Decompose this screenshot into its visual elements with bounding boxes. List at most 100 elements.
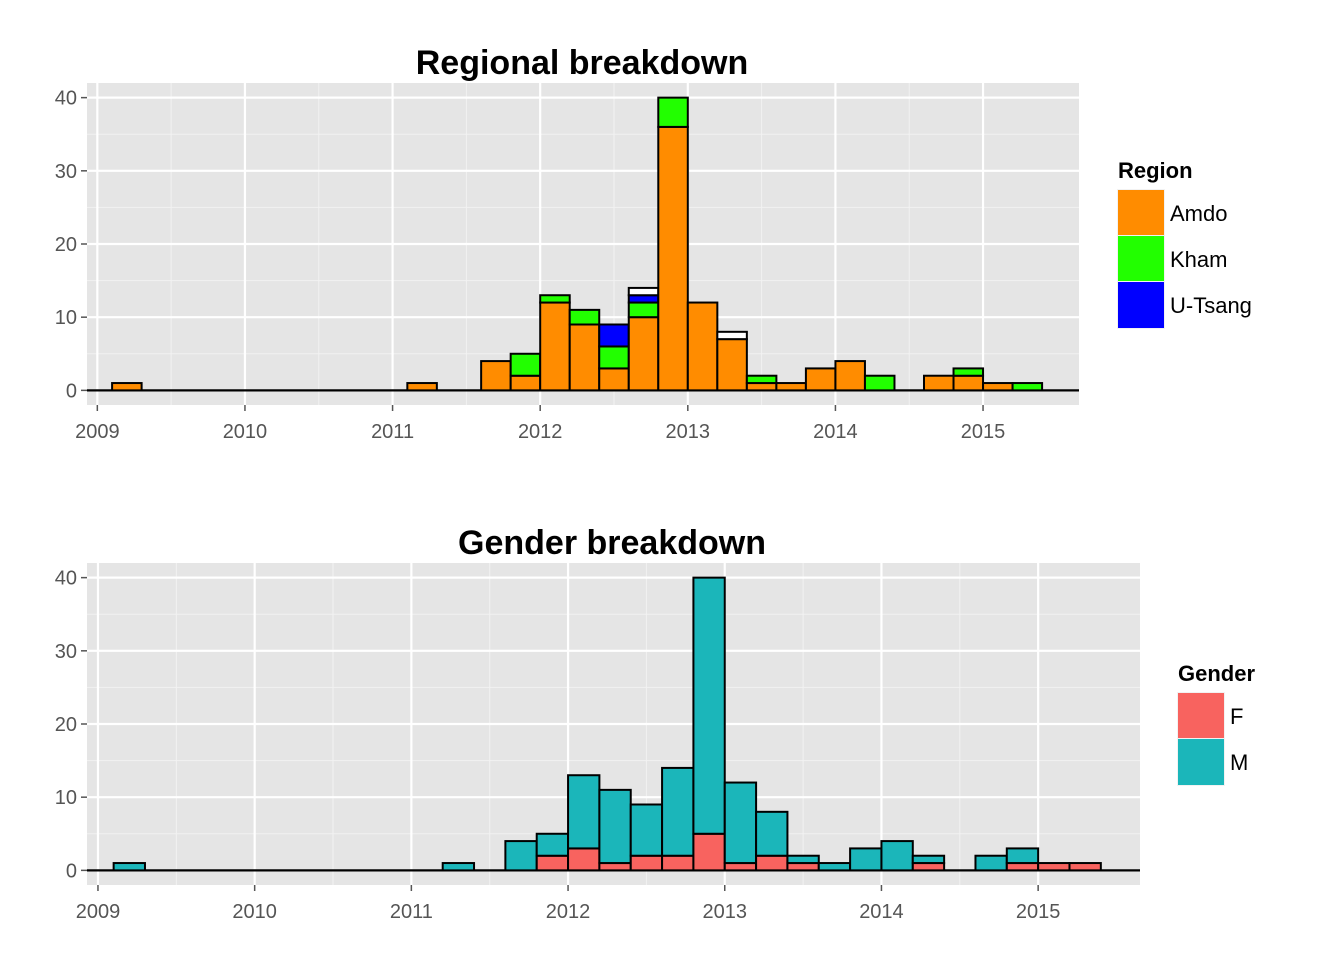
- gender-bar-f: [692, 832, 726, 872]
- gender-legend-title: Gender: [1178, 661, 1255, 686]
- regional-legend-label: U-Tsang: [1170, 293, 1252, 318]
- gender-xtick-label: 2010: [232, 901, 277, 923]
- regional-legend-swatch: [1118, 236, 1164, 282]
- gender-bar-m: [786, 854, 820, 865]
- gender-legend: Gender FM: [1177, 661, 1255, 786]
- regional-bar-amdo: [952, 374, 985, 392]
- regional-bar-amdo: [804, 367, 837, 392]
- gender-bar-f: [1068, 862, 1102, 872]
- gender-panel: Gender breakdown 0 10 20 30 40 2009 2010 2011 20…: [55, 524, 1256, 923]
- gender-title: Gender breakdown: [458, 524, 766, 562]
- regional-bar-amdo: [982, 382, 1014, 392]
- gender-bar-m: [441, 862, 476, 872]
- gender-bar-m: [755, 810, 789, 857]
- gender-legend-label: M: [1230, 750, 1248, 775]
- regional-bar-kham: [568, 308, 601, 326]
- gender-legend-label: F: [1230, 704, 1243, 729]
- gender-xtick-label: 2011: [390, 901, 433, 923]
- regional-bar-amdo: [111, 382, 143, 392]
- regional-legend: Region Amdo Kham U-Tsang: [1117, 158, 1252, 329]
- regional-bar-amdo: [775, 382, 807, 392]
- gender-bar-m: [535, 832, 570, 857]
- regional-legend-title: Region: [1118, 158, 1193, 183]
- gender-bar-m: [504, 840, 538, 872]
- regional-bar-amdo: [834, 360, 866, 392]
- gender-ytick-label: 30: [55, 641, 77, 663]
- regional-legend-swatch: [1118, 190, 1164, 236]
- regional-bar-amdo: [406, 382, 438, 392]
- regional-bar-amdo: [598, 367, 630, 392]
- regional-bar-na: [716, 330, 748, 341]
- regional-ytick-label: 30: [55, 161, 77, 183]
- gender-bar-f: [629, 854, 664, 872]
- gender-xtick-label: 2012: [546, 901, 591, 923]
- regional-bar-kham: [539, 294, 571, 304]
- regional-bar-u-tsang: [627, 294, 660, 304]
- regional-bar-kham: [863, 374, 896, 392]
- gender-bar-m: [567, 774, 601, 850]
- regional-bar-kham: [657, 96, 689, 128]
- gender-legend-swatch: [1178, 693, 1224, 739]
- regional-bar-amdo: [686, 301, 719, 392]
- gender-bar-m: [112, 862, 146, 872]
- regional-bar-kham: [598, 345, 630, 370]
- regional-bar-na: [627, 286, 660, 297]
- gender-bar-m: [974, 854, 1008, 872]
- regional-bar-kham: [627, 301, 660, 319]
- regional-ytick-label: 10: [55, 307, 77, 329]
- regional-legend-label: Amdo: [1170, 201, 1227, 226]
- regional-xtick-label: 2009: [75, 421, 120, 443]
- regional-bar-u-tsang: [598, 323, 630, 348]
- regional-xtick-label: 2010: [223, 421, 268, 443]
- regional-xtick-label: 2015: [961, 421, 1006, 443]
- regional-bar-kham: [952, 367, 985, 377]
- regional-legend-swatch: [1118, 282, 1164, 328]
- gender-bar-f: [567, 847, 601, 872]
- gender-xtick-label: 2013: [703, 901, 748, 923]
- regional-legend-label: Kham: [1170, 247, 1227, 272]
- regional-ytick-label: 0: [66, 380, 77, 402]
- regional-bar-amdo: [480, 360, 512, 392]
- gender-bar-f: [535, 854, 570, 872]
- gender-bar-f: [661, 854, 695, 872]
- gender-bar-m: [629, 803, 664, 857]
- gender-bar-m: [692, 576, 726, 835]
- gender-bar-m: [911, 854, 946, 865]
- gender-ytick-label: 0: [66, 860, 77, 882]
- regional-bar-amdo: [539, 301, 571, 392]
- regional-bar-amdo: [745, 382, 778, 392]
- regional-bar-amdo: [627, 316, 660, 392]
- regional-xtick-label: 2013: [666, 421, 711, 443]
- gender-bar-f: [598, 862, 632, 872]
- regional-bar-amdo: [509, 374, 542, 392]
- gender-bar-f: [1037, 862, 1071, 872]
- gender-legend-swatch: [1178, 739, 1224, 785]
- gender-bar-m: [661, 766, 695, 857]
- gender-bar-m: [880, 840, 914, 872]
- regional-xtick-label: 2011: [371, 421, 414, 443]
- regional-ytick-label: 20: [55, 234, 77, 256]
- gender-xtick-label: 2015: [1016, 901, 1061, 923]
- gender-bar-f: [911, 862, 946, 872]
- gender-ytick-label: 40: [55, 568, 77, 590]
- gender-ytick-label: 10: [55, 787, 77, 809]
- gender-bar-m: [817, 862, 852, 872]
- gender-bar-m: [1005, 847, 1040, 865]
- gender-plot-area: 0 10 20 30 40 2009 2010 2011 2012 2013 2014 2015: [55, 563, 1140, 923]
- regional-plot-area: 0 10 20 30 40 2009 2010 2011 2012 2013 2014 2015: [55, 83, 1079, 443]
- regional-panel: Regional breakdown 0 10 20 30 40 2009 2010 2011…: [55, 44, 1252, 443]
- regional-bar-amdo: [568, 323, 601, 392]
- gender-bar-f: [755, 854, 789, 872]
- regional-bar-amdo: [716, 338, 748, 392]
- gender-xtick-label: 2014: [859, 901, 904, 923]
- regional-xtick-label: 2014: [813, 421, 858, 443]
- regional-title: Regional breakdown: [416, 44, 749, 82]
- gender-bar-m: [849, 847, 883, 872]
- regional-bar-amdo: [923, 374, 955, 392]
- regional-ytick-label: 40: [55, 88, 77, 110]
- regional-bar-kham: [509, 352, 542, 377]
- gender-ytick-label: 20: [55, 714, 77, 736]
- regional-bar-kham: [1011, 382, 1044, 392]
